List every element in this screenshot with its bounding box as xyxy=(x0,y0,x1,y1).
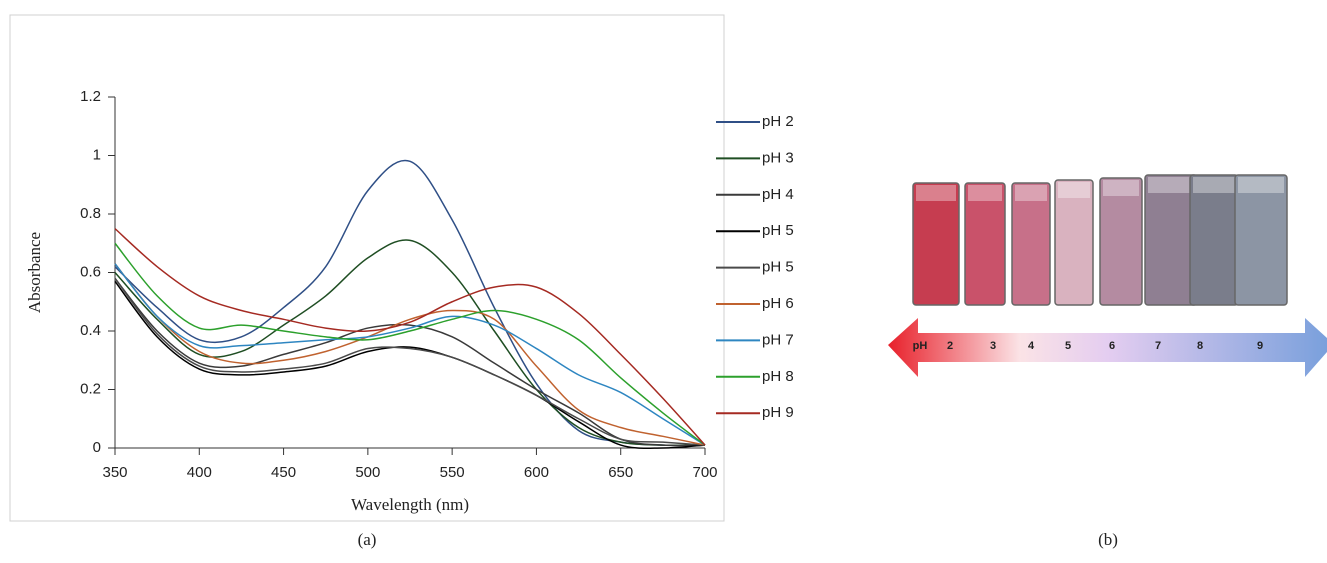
cuvette xyxy=(1234,174,1288,306)
series-line xyxy=(114,280,706,449)
y-axis-title: Absorbance xyxy=(25,232,44,313)
series-line xyxy=(114,228,706,446)
series-line xyxy=(114,277,706,446)
legend-label: pH 4 xyxy=(762,186,794,203)
cuvette xyxy=(1189,174,1239,306)
x-axis-title: Wavelength (nm) xyxy=(351,495,469,514)
y-tick-label: 0.8 xyxy=(80,205,101,222)
arrow-label: 7 xyxy=(1155,340,1161,352)
arrow-label: 3 xyxy=(990,340,996,352)
arrow-label: pH xyxy=(913,340,928,352)
cuvette-photo: pH 2 3 4 5 6 7 8 9 xyxy=(888,174,1327,377)
arrow-label: 4 xyxy=(1028,340,1035,352)
legend-label: pH 2 xyxy=(762,113,794,130)
legend-label: pH 5 xyxy=(762,222,794,239)
cuvette xyxy=(1054,179,1094,306)
series-line xyxy=(114,242,706,446)
panel-label: (b) xyxy=(1098,530,1118,549)
legend-label: pH 3 xyxy=(762,149,794,166)
x-tick-label: 600 xyxy=(524,464,549,481)
cuvette-top xyxy=(1103,180,1139,196)
cuvette-top xyxy=(1148,177,1194,193)
cuvette-top xyxy=(1238,177,1284,193)
x-tick-label: 700 xyxy=(692,464,717,481)
x-tick-label: 350 xyxy=(102,464,127,481)
chart-frame xyxy=(9,14,725,522)
x-tick-label: 550 xyxy=(440,464,465,481)
series-line xyxy=(114,159,706,447)
x-tick-label: 650 xyxy=(608,464,633,481)
x-tick-label: 500 xyxy=(355,464,380,481)
y-tick-label: 0.2 xyxy=(80,380,101,397)
y-tick-label: 0.4 xyxy=(80,322,101,339)
y-tick-label: 1.2 xyxy=(80,88,101,105)
ph-arrow xyxy=(888,318,1327,377)
legend-label: pH 8 xyxy=(762,368,794,385)
cuvette-top xyxy=(1058,182,1090,198)
arrow-label: 9 xyxy=(1257,340,1263,352)
legend-label: pH 6 xyxy=(762,295,794,312)
series-line xyxy=(114,263,706,446)
arrow-label: 2 xyxy=(947,340,953,352)
cuvette xyxy=(1099,177,1143,306)
cuvette-top xyxy=(1193,177,1235,193)
arrow-label: 8 xyxy=(1197,340,1203,352)
legend-label: pH 7 xyxy=(762,331,794,348)
cuvette-top xyxy=(916,185,956,201)
series-line xyxy=(114,263,706,446)
arrow-label: 5 xyxy=(1065,340,1071,352)
legend-label: pH 5 xyxy=(762,259,794,276)
plot: 0 0.2 0.4 0.6 0.8 1 1.2 350 400 450 500 550 600 650 70… xyxy=(25,88,794,514)
x-tick-label: 400 xyxy=(187,464,212,481)
y-tick-label: 0 xyxy=(93,439,101,456)
y-tick-label: 1 xyxy=(93,146,101,163)
cuvette xyxy=(1144,174,1198,306)
cuvette xyxy=(1011,182,1051,306)
panel-label: (a) xyxy=(358,530,377,549)
x-tick-label: 450 xyxy=(271,464,296,481)
cuvette xyxy=(912,182,960,306)
cuvette xyxy=(964,182,1006,306)
series-line xyxy=(114,277,706,447)
cuvette-top xyxy=(1015,185,1047,201)
cuvette-top xyxy=(968,185,1002,201)
y-tick-label: 0.6 xyxy=(80,263,101,280)
arrow-label: 6 xyxy=(1109,340,1115,352)
legend-label: pH 9 xyxy=(762,404,794,421)
